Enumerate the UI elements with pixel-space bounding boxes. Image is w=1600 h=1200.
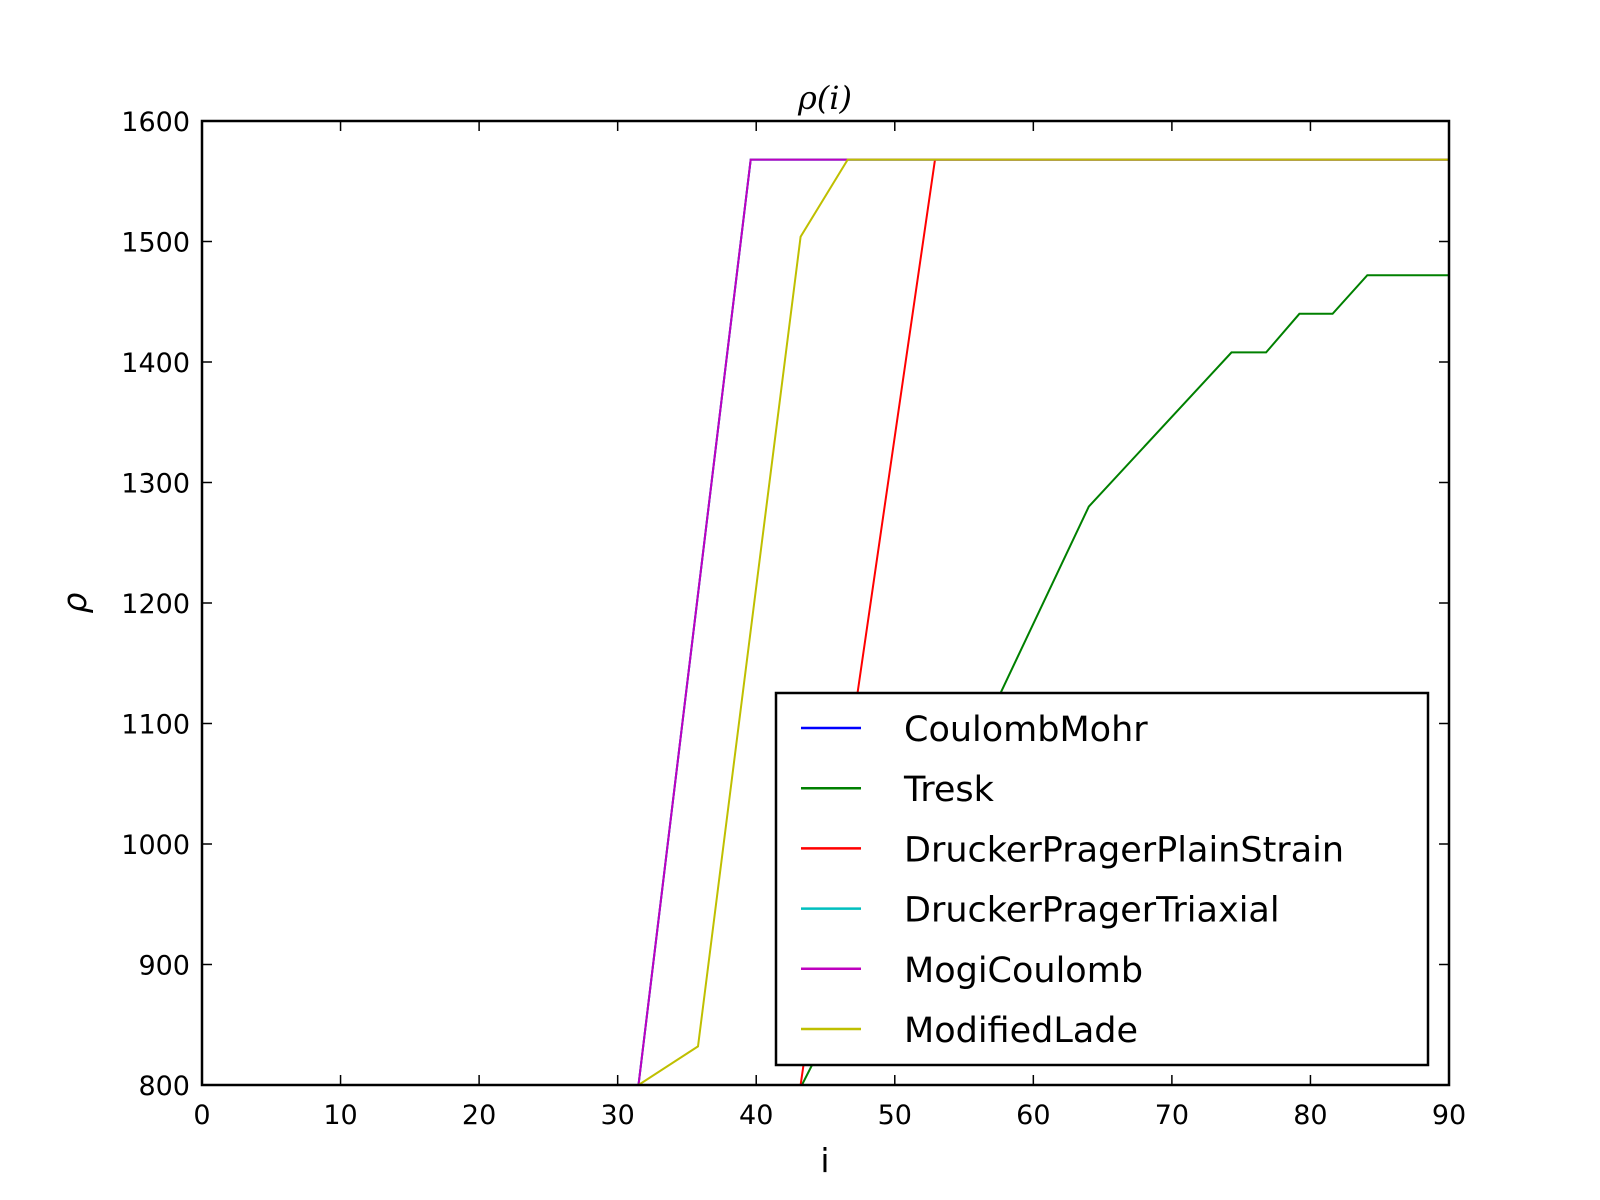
x-axis-label: i xyxy=(820,1141,829,1180)
legend-label: MogiCoulomb xyxy=(904,951,1143,991)
legend-label: Tresk xyxy=(903,770,995,810)
legend-label: DruckerPragerTriaxial xyxy=(904,891,1280,931)
y-tick-label: 1500 xyxy=(121,228,190,259)
y-axis-label: ρ xyxy=(55,592,94,613)
x-tick-label: 10 xyxy=(323,1100,357,1131)
series-line-ModifiedLade xyxy=(202,158,1449,1085)
tick-layer: 0 10 20 30 40 50 60 70 80 90 800 900 1000 1100 1200 130… xyxy=(121,107,1466,1131)
y-tick-label: 1300 xyxy=(121,469,190,500)
legend-label: DruckerPragerPlainStrain xyxy=(904,830,1344,870)
x-tick-label: 70 xyxy=(1155,1100,1189,1131)
y-tick-label: 1200 xyxy=(121,589,190,620)
x-tick-label: 50 xyxy=(878,1100,912,1131)
y-tick-label: 1000 xyxy=(121,830,190,861)
y-tick-label: 900 xyxy=(138,951,190,982)
legend-label: ModifiedLade xyxy=(904,1011,1138,1051)
y-tick-label: 1100 xyxy=(121,710,190,741)
legend-label: CoulombMohr xyxy=(904,710,1148,750)
y-tick-label: 1600 xyxy=(121,107,190,138)
x-tick-label: 0 xyxy=(193,1100,210,1131)
x-tick-label: 90 xyxy=(1432,1100,1466,1131)
y-tick-label: 800 xyxy=(138,1071,190,1102)
legend: CoulombMohr Tresk DruckerPragerPlainStrain… xyxy=(774,691,1430,1067)
y-tick-label: 1400 xyxy=(121,348,190,379)
x-tick-label: 80 xyxy=(1293,1100,1327,1131)
x-tick-label: 40 xyxy=(739,1100,773,1131)
legend-box xyxy=(774,691,1430,1067)
x-tick-label: 60 xyxy=(1016,1100,1050,1131)
x-tick-label: 30 xyxy=(600,1100,634,1131)
x-tick-label: 20 xyxy=(462,1100,496,1131)
chart-title: ρ(i) xyxy=(797,79,852,117)
